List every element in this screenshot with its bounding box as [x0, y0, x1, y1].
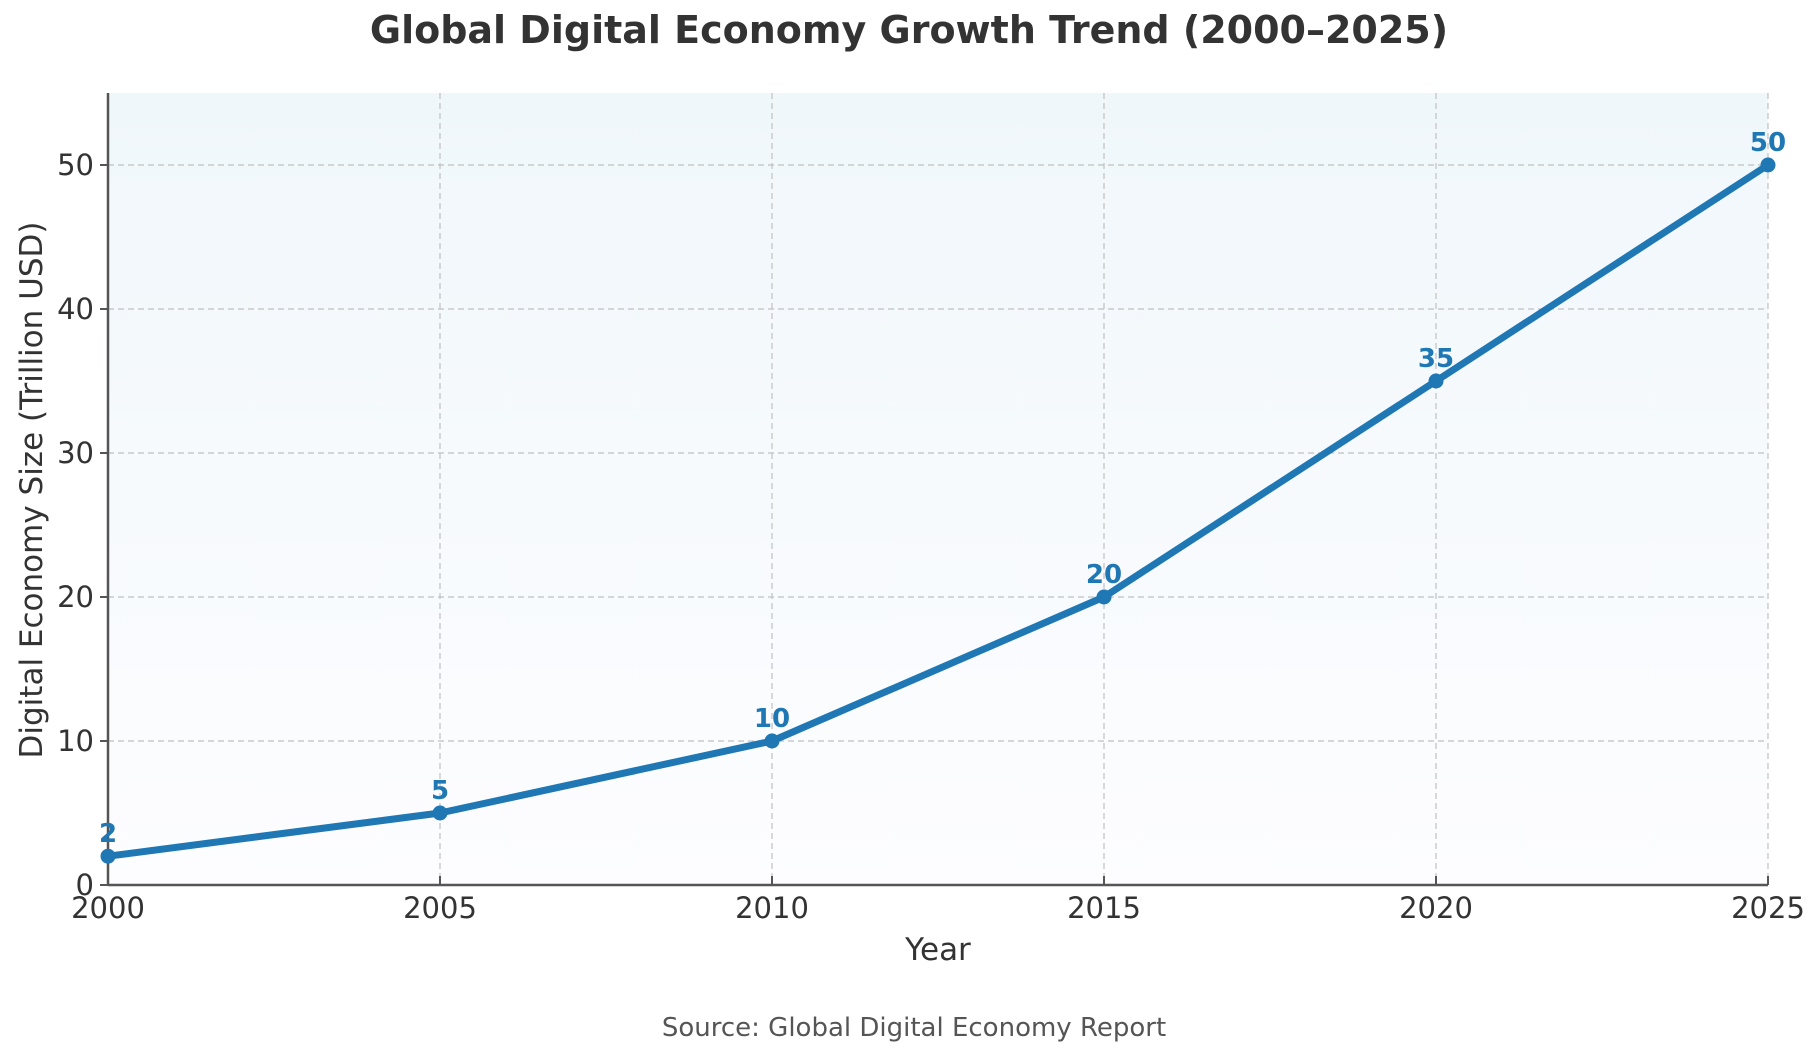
- data-point: [1428, 373, 1444, 389]
- data-labels: 2 5 10 20 35 50: [99, 128, 1786, 849]
- axes: [100, 93, 1769, 887]
- data-label: 35: [1418, 344, 1454, 374]
- chart-title: Global Digital Economy Growth Trend (200…: [370, 8, 1448, 52]
- data-label: 50: [1750, 128, 1786, 158]
- plot-area: [108, 93, 1768, 885]
- y-tick-labels: 0 10 20 30 40 50: [57, 148, 94, 902]
- y-tick-label: 50: [57, 148, 94, 182]
- y-tick-label: 20: [57, 580, 94, 614]
- x-tick-label: 2005: [403, 891, 477, 925]
- x-tick-labels: 2000 2005 2010 2015 2020 2025: [71, 891, 1805, 925]
- y-tick-label: 10: [57, 724, 94, 758]
- data-point: [1096, 589, 1112, 605]
- series-line: [104, 161, 1772, 860]
- data-label: 5: [431, 776, 449, 806]
- x-axis-label: Year: [904, 932, 971, 968]
- y-tick-label: 30: [57, 436, 94, 470]
- data-point: [432, 805, 448, 821]
- data-point: [1760, 157, 1776, 173]
- data-label: 2: [99, 819, 117, 849]
- data-label: 20: [1086, 560, 1122, 590]
- source-note: Source: Global Digital Economy Report: [662, 1013, 1166, 1043]
- data-point: [764, 733, 780, 749]
- y-tick-label: 0: [76, 868, 94, 902]
- x-tick-label: 2015: [1067, 891, 1141, 925]
- series-layer: [100, 157, 1776, 864]
- x-tick-label: 2000: [71, 891, 145, 925]
- x-tick-label: 2010: [735, 891, 809, 925]
- data-label: 10: [754, 704, 790, 734]
- data-point: [100, 848, 116, 864]
- y-tick-label: 40: [57, 292, 94, 326]
- grid-lines: [108, 93, 1769, 885]
- x-tick-label: 2025: [1731, 891, 1805, 925]
- y-axis-label: Digital Economy Size (Trillion USD): [14, 222, 50, 759]
- x-tick-label: 2020: [1399, 891, 1473, 925]
